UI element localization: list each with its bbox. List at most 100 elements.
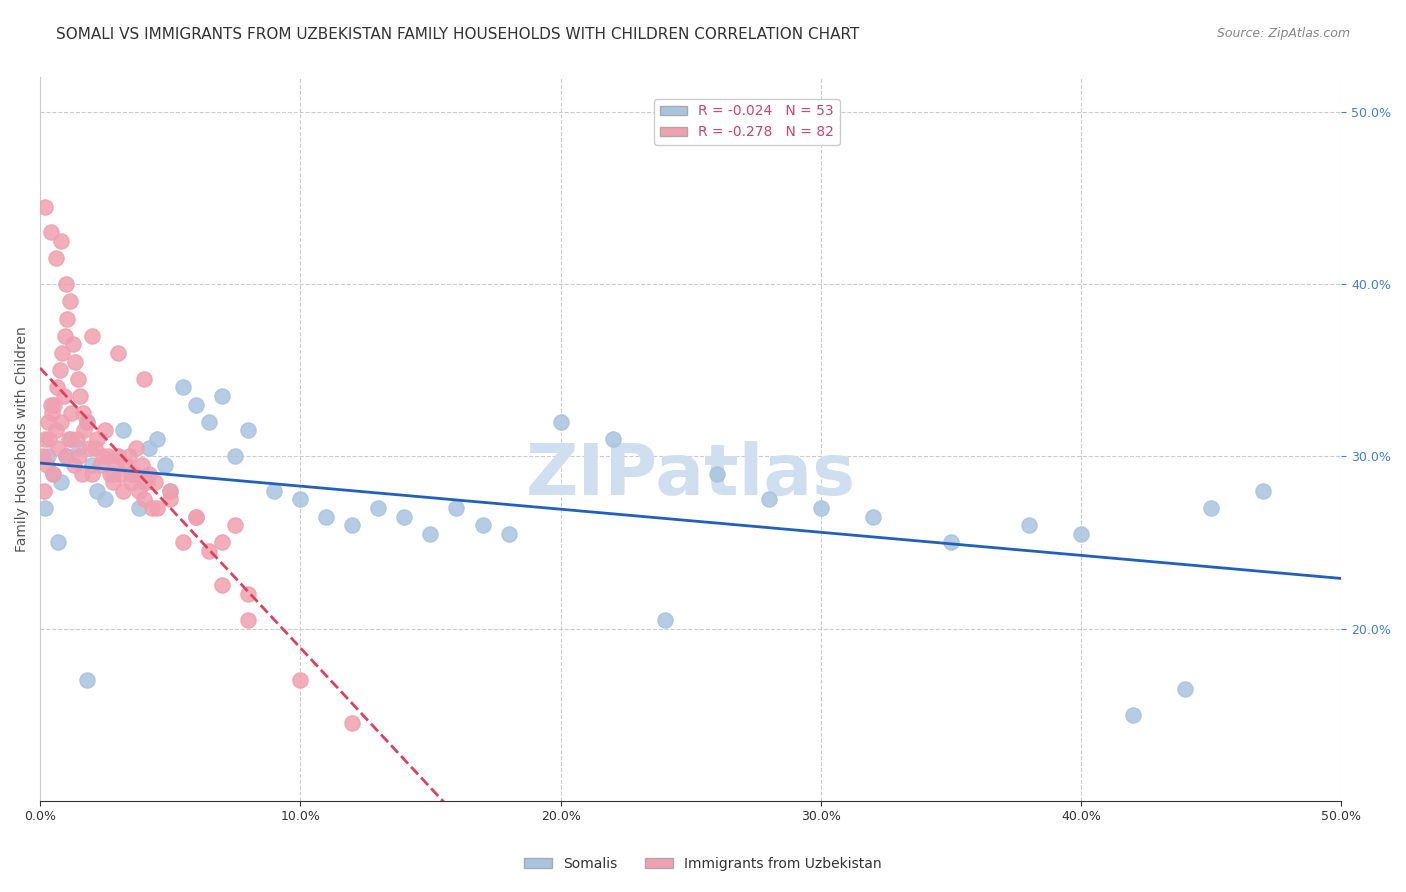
Point — [367, 500, 389, 515]
Point — [67, 450, 90, 464]
Point — [419, 526, 441, 541]
Point — [34, 432, 56, 446]
Point — [186, 509, 208, 524]
Legend: Somalis, Immigrants from Uzbekistan: Somalis, Immigrants from Uzbekistan — [519, 851, 887, 876]
Point — [862, 509, 884, 524]
Point — [238, 613, 260, 627]
Point — [110, 467, 132, 481]
Point — [59, 294, 82, 309]
Point — [101, 475, 124, 490]
Point — [224, 450, 246, 464]
Point — [115, 458, 138, 472]
Point — [315, 509, 337, 524]
Point — [125, 441, 148, 455]
Point — [159, 483, 181, 498]
Point — [97, 450, 120, 464]
Point — [654, 613, 676, 627]
Point — [706, 467, 728, 481]
Point — [211, 389, 233, 403]
Point — [67, 441, 90, 455]
Point — [112, 483, 135, 498]
Point — [72, 406, 94, 420]
Point — [52, 389, 75, 403]
Point — [134, 372, 156, 386]
Point — [37, 450, 59, 464]
Point — [758, 492, 780, 507]
Point — [65, 432, 87, 446]
Point — [120, 467, 142, 481]
Point — [211, 535, 233, 549]
Point — [35, 458, 58, 472]
Point — [117, 450, 139, 464]
Point — [39, 398, 62, 412]
Point — [153, 458, 176, 472]
Point — [76, 673, 98, 688]
Point — [39, 226, 62, 240]
Point — [290, 673, 312, 688]
Point — [104, 458, 127, 472]
Point — [1199, 500, 1222, 515]
Point — [1251, 483, 1274, 498]
Point — [138, 441, 160, 455]
Point — [44, 398, 66, 412]
Point — [49, 475, 72, 490]
Point — [38, 432, 60, 446]
Point — [76, 415, 98, 429]
Point — [46, 380, 69, 394]
Point — [91, 450, 114, 464]
Point — [263, 483, 285, 498]
Y-axis label: Family Households with Children: Family Households with Children — [15, 326, 30, 552]
Point — [86, 432, 108, 446]
Point — [159, 483, 181, 498]
Point — [46, 441, 69, 455]
Point — [131, 458, 153, 472]
Point — [70, 467, 93, 481]
Point — [939, 535, 962, 549]
Point — [290, 492, 312, 507]
Point — [342, 716, 364, 731]
Point — [83, 441, 105, 455]
Point — [498, 526, 520, 541]
Point — [224, 518, 246, 533]
Point — [69, 389, 91, 403]
Point — [198, 415, 221, 429]
Point — [60, 406, 83, 420]
Point — [138, 467, 160, 481]
Point — [146, 500, 169, 515]
Point — [122, 467, 145, 481]
Point — [134, 475, 156, 490]
Point — [82, 328, 104, 343]
Point — [1070, 526, 1092, 541]
Point — [172, 380, 194, 394]
Point — [62, 337, 84, 351]
Point — [471, 518, 494, 533]
Point — [134, 492, 156, 507]
Point — [128, 483, 150, 498]
Point — [107, 450, 129, 464]
Point — [810, 500, 832, 515]
Point — [101, 467, 124, 481]
Point — [48, 363, 70, 377]
Point — [107, 450, 129, 464]
Point — [73, 424, 96, 438]
Point — [186, 398, 208, 412]
Point — [32, 483, 55, 498]
Legend: R = -0.024   N = 53, R = -0.278   N = 82: R = -0.024 N = 53, R = -0.278 N = 82 — [654, 99, 839, 145]
Point — [112, 424, 135, 438]
Point — [46, 535, 69, 549]
Text: ZIPatlas: ZIPatlas — [526, 441, 856, 509]
Point — [143, 475, 166, 490]
Point — [146, 432, 169, 446]
Point — [79, 441, 101, 455]
Point — [550, 415, 572, 429]
Point — [60, 432, 83, 446]
Point — [89, 458, 111, 472]
Point — [100, 467, 122, 481]
Point — [159, 492, 181, 507]
Point — [1122, 707, 1144, 722]
Point — [186, 509, 208, 524]
Point — [45, 424, 67, 438]
Point — [66, 372, 89, 386]
Point — [41, 406, 63, 420]
Point — [42, 467, 65, 481]
